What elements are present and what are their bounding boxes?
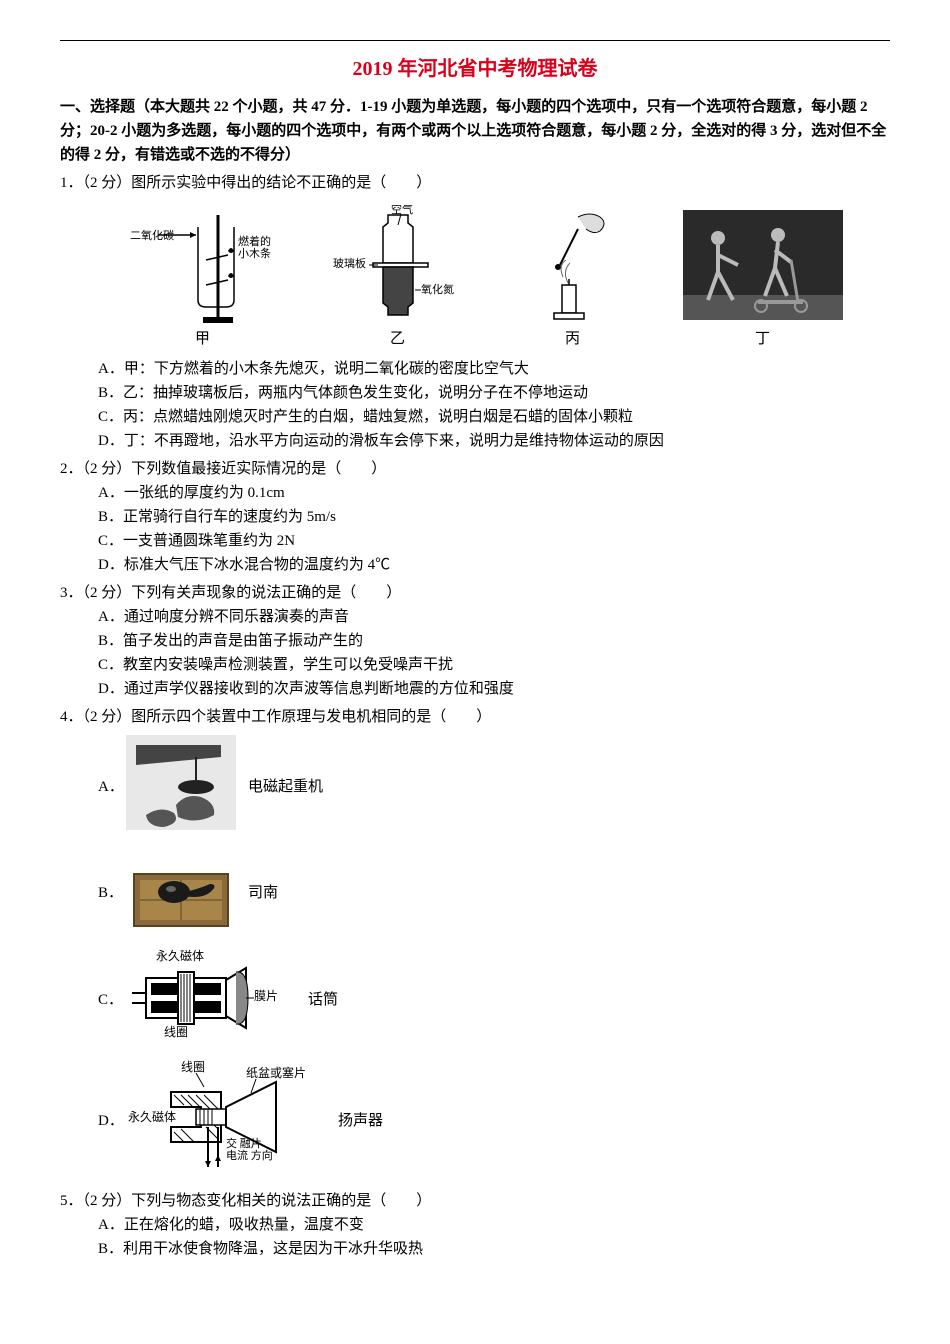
- q4-opt-b-label: 司南: [248, 881, 278, 905]
- question-4-stem: 4．（2 分）图所示四个装置中工作原理与发电机相同的是（ ）: [60, 705, 890, 729]
- top-rule: [60, 40, 890, 41]
- q4-opt-b-row: B． 司南: [98, 844, 890, 942]
- label-stick1: 燃着的: [238, 234, 271, 248]
- question-5-stem: 5．（2 分）下列与物态变化相关的说法正确的是（ ）: [60, 1189, 890, 1213]
- q4-opt-d-row: D． 线圈 永久磁体 纸盆或塞片 交 融片: [98, 1057, 890, 1185]
- q3-opt-b: B．笛子发出的声音是由笛子振动产生的: [98, 629, 890, 653]
- q2-opt-c: C．一支普通圆珠笔重约为 2N: [98, 529, 890, 553]
- caption-ding: 丁: [683, 327, 843, 351]
- q4d-label-cur1: 交 融片: [226, 1136, 262, 1150]
- q1-opt-a: A．甲：下方燃着的小木条先熄灭，说明二氧化碳的密度比空气大: [98, 357, 890, 381]
- figure-ding: 丁: [683, 210, 843, 351]
- question-1-stem: 1．（2 分）图所示实验中得出的结论不正确的是（ ）: [60, 171, 890, 195]
- q4-figure-d: 线圈 永久磁体 纸盆或塞片 交 融片 电流 方向: [126, 1057, 326, 1185]
- figure-bing-svg: [518, 205, 628, 325]
- figure-yi: 空气 玻璃板 氧化氮 乙: [333, 205, 463, 351]
- q4-opt-b-letter: B．: [98, 881, 126, 905]
- q4d-label-mag: 永久磁体: [128, 1109, 176, 1124]
- q4d-label-cur2: 电流 方向: [226, 1148, 273, 1162]
- q4d-label-cone: 纸盆或塞片: [246, 1065, 306, 1080]
- figure-jia-svg: 二氧化碳 燃着的 小木条: [128, 205, 278, 325]
- q2-opt-b: B．正常骑行自行车的速度约为 5m/s: [98, 505, 890, 529]
- q5-opt-a: A．正在熔化的蜡，吸收热量，温度不变: [98, 1213, 890, 1237]
- q4-opt-d-label: 扬声器: [338, 1109, 383, 1133]
- caption-bing: 丙: [518, 327, 628, 351]
- q4-opt-c-letter: C．: [98, 988, 126, 1012]
- page-title: 2019 年河北省中考物理试卷: [60, 53, 890, 85]
- label-co2: 二氧化碳: [130, 228, 174, 242]
- figure-bing: 丙: [518, 205, 628, 351]
- q4-opt-a-letter: A．: [98, 775, 126, 799]
- figure-jia: 二氧化碳 燃着的 小木条 甲: [128, 205, 278, 351]
- q3-opt-c: C．教室内安装噪声检测装置，学生可以免受噪声干扰: [98, 653, 890, 677]
- q4-opt-a-row: A． 电磁起重机: [98, 735, 890, 838]
- label-glass: 玻璃板: [333, 256, 366, 270]
- q4c-label-top: 永久磁体: [156, 948, 204, 963]
- q5-opt-b: B．利用干冰使食物降温，这是因为干冰升华吸热: [98, 1237, 890, 1261]
- caption-jia: 甲: [128, 327, 278, 351]
- q2-opt-a: A．一张纸的厚度约为 0.1cm: [98, 481, 890, 505]
- caption-yi: 乙: [333, 327, 463, 351]
- question-2-stem: 2．（2 分）下列数值最接近实际情况的是（ ）: [60, 457, 890, 481]
- q4-opt-d-letter: D．: [98, 1109, 126, 1133]
- section-heading: 一、选择题（本大题共 22 个小题，共 47 分．1-19 小题为单选题，每小题…: [60, 95, 890, 167]
- q2-opt-d: D．标准大气压下冰水混合物的温度约为 4℃: [98, 553, 890, 577]
- q1-opt-d: D．丁：不再蹬地，沿水平方向运动的滑板车会停下来，说明力是维持物体运动的原因: [98, 429, 890, 453]
- q4-figure-c: 永久磁体 线圈 膜片: [126, 948, 296, 1051]
- q4c-label-bottom: 线圈: [164, 1025, 188, 1039]
- q4-opt-c-row: C． 永久磁体 线圈 膜片 话筒: [98, 948, 890, 1051]
- label-o2: 氧化氮: [421, 282, 454, 296]
- q1-opt-c: C．丙：点燃蜡烛刚熄灭时产生的白烟，蜡烛复燃，说明白烟是石蜡的固体小颗粒: [98, 405, 890, 429]
- label-air: 空气: [391, 205, 413, 216]
- q1-opt-b: B．乙：抽掉玻璃板后，两瓶内气体颜色发生变化，说明分子在不停地运动: [98, 381, 890, 405]
- q4-opt-a-label: 电磁起重机: [248, 775, 323, 799]
- q4d-label-coil: 线圈: [181, 1060, 205, 1074]
- figure-yi-svg: 空气 玻璃板 氧化氮: [333, 205, 463, 325]
- question-3-stem: 3．（2 分）下列有关声现象的说法正确的是（ ）: [60, 581, 890, 605]
- figure-ding-svg: [683, 210, 843, 325]
- label-stick2: 小木条: [238, 246, 271, 260]
- q3-opt-d: D．通过声学仪器接收到的次声波等信息判断地震的方位和强度: [98, 677, 890, 701]
- q4-opt-c-label: 话筒: [308, 988, 338, 1012]
- q4-figure-b: [126, 844, 236, 942]
- q4-figure-a: [126, 735, 236, 838]
- question-1-figures: 二氧化碳 燃着的 小木条 甲 空气 玻璃板 氧化氮 乙: [100, 205, 870, 351]
- q4c-label-right: 膜片: [254, 989, 278, 1003]
- q3-opt-a: A．通过响度分辨不同乐器演奏的声音: [98, 605, 890, 629]
